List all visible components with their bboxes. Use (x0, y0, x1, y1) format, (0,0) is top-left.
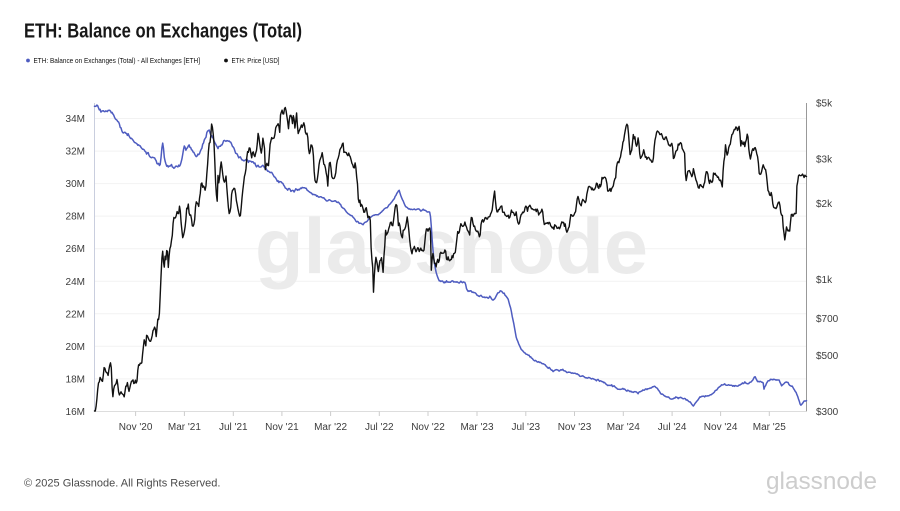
svg-text:32M: 32M (66, 147, 85, 158)
svg-text:Nov '24: Nov '24 (704, 422, 738, 433)
svg-text:ETH: Balance on Exchanges (Tot: ETH: Balance on Exchanges (Total) (24, 21, 302, 43)
svg-text:Mar '22: Mar '22 (314, 422, 347, 433)
svg-text:18M: 18M (66, 374, 85, 385)
svg-text:Nov '20: Nov '20 (119, 422, 153, 433)
svg-text:Jul '24: Jul '24 (658, 422, 687, 433)
svg-text:Jul '22: Jul '22 (365, 422, 394, 433)
svg-text:$1k: $1k (816, 275, 833, 286)
svg-text:Nov '21: Nov '21 (265, 422, 299, 433)
svg-text:Mar '24: Mar '24 (607, 422, 640, 433)
svg-text:Nov '22: Nov '22 (411, 422, 445, 433)
svg-text:ETH: Balance on Exchanges (Tot: ETH: Balance on Exchanges (Total) - All … (34, 56, 201, 65)
svg-text:© 2025 Glassnode. All Rights R: © 2025 Glassnode. All Rights Reserved. (24, 478, 220, 490)
svg-text:30M: 30M (66, 179, 85, 190)
svg-text:Nov '23: Nov '23 (558, 422, 592, 433)
svg-text:26M: 26M (66, 244, 85, 255)
svg-text:20M: 20M (66, 342, 85, 353)
svg-text:Jul '21: Jul '21 (219, 422, 248, 433)
svg-text:glassnode: glassnode (766, 468, 877, 495)
svg-text:34M: 34M (66, 114, 85, 125)
svg-text:24M: 24M (66, 277, 85, 288)
svg-text:16M: 16M (66, 407, 85, 418)
svg-text:$500: $500 (816, 351, 839, 362)
svg-text:Mar '21: Mar '21 (168, 422, 201, 433)
svg-text:Mar '23: Mar '23 (460, 422, 493, 433)
svg-text:$300: $300 (816, 407, 839, 418)
svg-text:Mar '25: Mar '25 (753, 422, 786, 433)
svg-text:$2k: $2k (816, 199, 833, 210)
svg-text:glassnode: glassnode (255, 202, 648, 290)
svg-text:28M: 28M (66, 212, 85, 223)
svg-text:$700: $700 (816, 314, 839, 325)
svg-text:Jul '23: Jul '23 (512, 422, 541, 433)
svg-text:$5k: $5k (816, 99, 833, 110)
svg-text:22M: 22M (66, 309, 85, 320)
svg-text:$3k: $3k (816, 155, 833, 166)
svg-text:ETH: Price [USD]: ETH: Price [USD] (232, 56, 280, 65)
